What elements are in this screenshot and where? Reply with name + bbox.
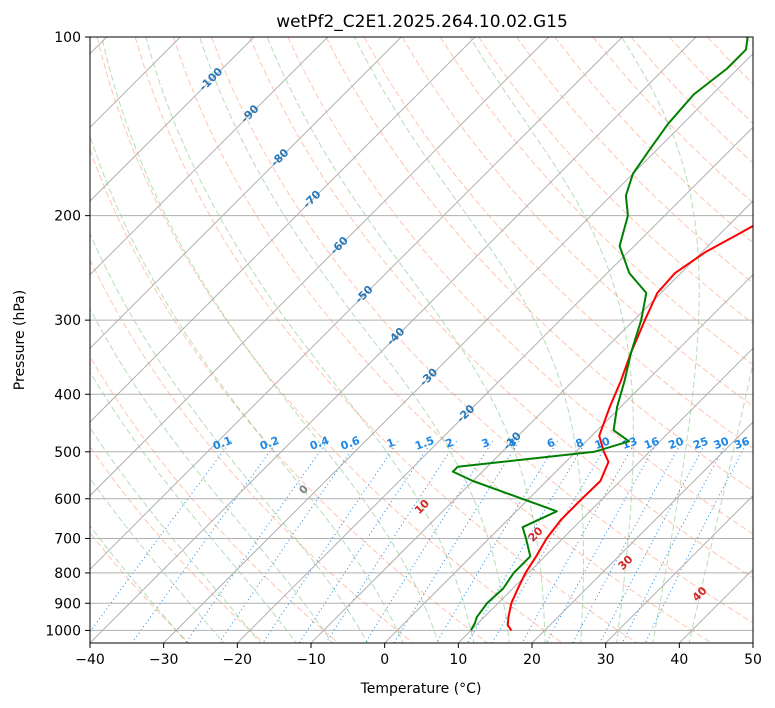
mixing-ratio-line (325, 441, 457, 643)
isotherm (162, 52, 753, 643)
moist-adiabat (469, 37, 634, 643)
dry-adiabat (439, 37, 753, 366)
dry-adiabat (287, 37, 753, 535)
mixing-ratio-label: 1.5 (413, 434, 436, 453)
isotherm (90, 37, 402, 350)
y-axis-label: Pressure (hPa) (12, 290, 28, 390)
mixing-ratio-label: 25 (691, 435, 710, 452)
temperature-line (506, 224, 753, 631)
y-tick-label: 900 (54, 596, 81, 612)
y-tick-label: 1000 (45, 623, 81, 639)
x-tick-label: 20 (523, 652, 541, 668)
isotherm (90, 37, 550, 497)
dry-adiabat (478, 37, 753, 325)
mixing-ratio-line (262, 441, 399, 643)
y-tick-label: 500 (54, 445, 81, 461)
x-tick-label: −10 (296, 652, 326, 668)
dry-adiabat (249, 37, 753, 579)
dewpoint-line (451, 37, 749, 631)
isotherm (383, 273, 753, 643)
mixing-ratio-line (298, 441, 433, 643)
isotherm (236, 126, 753, 643)
plot-area: -100-90-80-70-60-50-40-30-20-100.1 0.2 0.4… (90, 37, 753, 643)
x-tick-label: 50 (744, 652, 762, 668)
moist-adiabat (266, 37, 546, 643)
mixing-ratio-label: 0.4 (308, 434, 331, 453)
x-tick-label: −20 (223, 652, 253, 668)
y-tick-label: 400 (54, 387, 81, 403)
y-tick-label: 800 (54, 566, 81, 582)
isotherm (90, 37, 255, 202)
plot-frame (89, 36, 754, 644)
moist-adiabat (90, 371, 297, 643)
mixing-ratio-label: 1 (385, 436, 397, 451)
isobars (90, 37, 753, 631)
x-axis: −40 −30 −20 −10 0 10 20 30 40 50 (75, 643, 762, 668)
y-tick-label: 300 (54, 313, 81, 329)
y-tick-label: 700 (54, 532, 81, 548)
mixing-ratio-label: 0.6 (339, 434, 362, 453)
isotherm (90, 37, 623, 571)
x-tick-label: 30 (597, 652, 615, 668)
mixing-ratio-label: 8 (574, 436, 586, 451)
mixing-ratio-line (521, 441, 637, 643)
x-tick-label: 0 (380, 652, 389, 668)
isotherm (604, 494, 753, 643)
mixing-ratio-label: 6 (545, 436, 557, 451)
moist-adiabat (145, 37, 475, 643)
mixing-ratio-line (364, 441, 493, 643)
isotherm (531, 421, 753, 643)
mixing-ratio-label: 0.1 (211, 434, 234, 453)
mixing-ratio-label: 20 (667, 434, 686, 452)
mixing-ratio-label: 16 (642, 434, 661, 452)
y-tick-label: 200 (54, 209, 81, 225)
y-axis: 100 200 300 400 500 600 700 800 900 1000 (45, 30, 90, 639)
y-tick-label: 600 (54, 492, 81, 508)
x-tick-label: 40 (670, 652, 688, 668)
profile-series (451, 37, 753, 631)
moist-adiabat (621, 37, 700, 643)
mixing-ratio-line (218, 441, 359, 643)
x-tick-label: 10 (449, 652, 467, 668)
dry-adiabat (401, 37, 753, 407)
mixing-ratio-line (572, 441, 683, 643)
mixing-ratio-label: 4 (506, 436, 518, 451)
mixing-ratio-label: 36 (733, 434, 752, 452)
isotherms (90, 37, 753, 643)
chart-title: wetPf2_C2E1.2025.264.10.02.G15 (276, 12, 568, 32)
isotherm (457, 347, 753, 643)
isotherm (90, 37, 329, 276)
y-tick-label: 100 (54, 30, 81, 46)
isotherm (310, 200, 753, 643)
mixing-ratio-label: 2 (444, 436, 456, 451)
x-tick-label: −30 (149, 652, 179, 668)
moist-adiabat (354, 37, 584, 643)
isotherm (90, 37, 476, 423)
dry-adiabat (363, 37, 753, 449)
mixing-ratio-label: 0.2 (258, 434, 281, 453)
x-axis-label: Temperature (°C) (360, 681, 482, 697)
x-tick-label: −40 (75, 652, 105, 668)
mixing-ratio-label: 30 (712, 434, 731, 452)
mixing-ratio-label: 3 (480, 436, 492, 451)
isotherm (90, 37, 697, 643)
